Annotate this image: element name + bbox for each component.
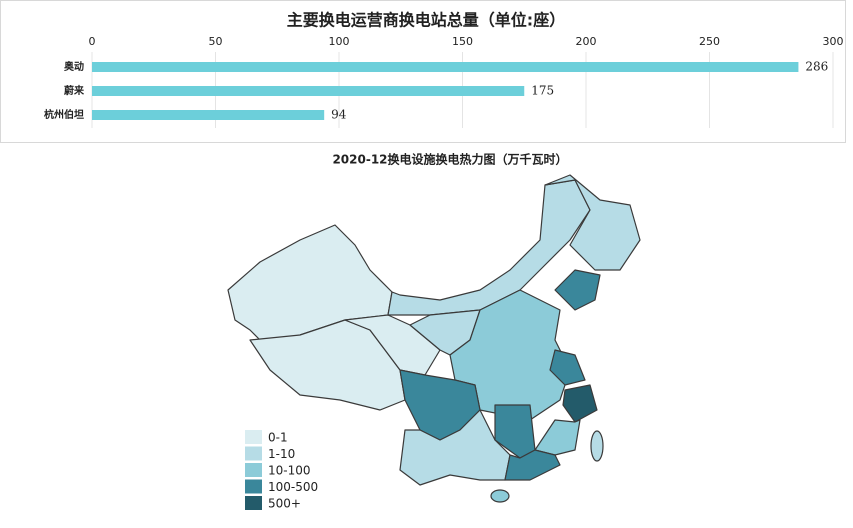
y-tick-label: 奥动 bbox=[64, 60, 84, 73]
bar bbox=[92, 110, 325, 120]
region bbox=[504, 449, 561, 481]
region bbox=[590, 430, 604, 462]
legend-label: 1-10 bbox=[268, 447, 295, 461]
x-tick-label: 100 bbox=[329, 35, 350, 48]
x-tick-label: 150 bbox=[452, 35, 473, 48]
legend-swatch bbox=[245, 463, 262, 477]
bar bbox=[92, 62, 799, 72]
y-tick-label: 蔚来 bbox=[64, 84, 85, 97]
x-tick-label: 200 bbox=[576, 35, 597, 48]
legend-swatch bbox=[245, 430, 262, 444]
region bbox=[562, 384, 598, 423]
region bbox=[549, 349, 586, 386]
region bbox=[387, 179, 591, 316]
region bbox=[534, 419, 581, 456]
legend-swatch bbox=[245, 479, 262, 494]
china-map bbox=[227, 174, 641, 503]
legend-label: 0-1 bbox=[268, 431, 288, 445]
region bbox=[344, 314, 441, 376]
legend-label: 10-100 bbox=[268, 464, 311, 478]
value-label: 286 bbox=[805, 60, 828, 74]
x-tick-label: 0 bbox=[89, 35, 96, 48]
region bbox=[544, 174, 641, 271]
region bbox=[490, 489, 510, 503]
x-tick-label: 250 bbox=[699, 35, 720, 48]
legend-label: 500+ bbox=[268, 497, 301, 511]
y-tick-label: 杭州伯坦 bbox=[44, 108, 84, 121]
bar bbox=[92, 86, 525, 96]
x-tick-label: 300 bbox=[823, 35, 844, 48]
value-label: 94 bbox=[331, 108, 347, 122]
legend-swatch bbox=[245, 496, 262, 510]
legend-label: 100-500 bbox=[268, 480, 318, 494]
value-label: 175 bbox=[531, 84, 554, 98]
bar-title: 主要换电运营商换电站总量（单位:座） bbox=[287, 11, 565, 30]
x-tick-label: 50 bbox=[209, 35, 223, 48]
legend-swatch bbox=[245, 446, 262, 461]
region bbox=[554, 269, 601, 311]
map-title: 2020-12换电设施换电热力图（万千瓦时） bbox=[332, 152, 567, 167]
bar-panel bbox=[0, 0, 846, 143]
